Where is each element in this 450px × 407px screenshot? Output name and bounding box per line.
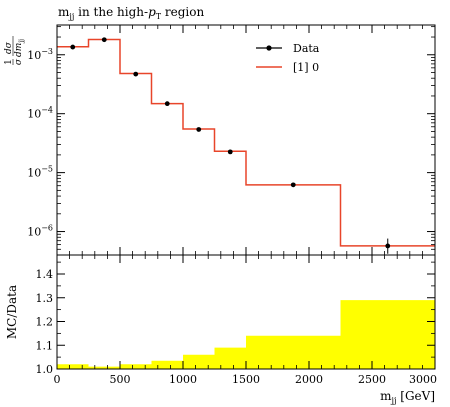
x-axis-label: mjj [GeV] xyxy=(380,389,435,405)
y-tick-label: 10−3 xyxy=(27,47,53,62)
chart-title: mjj in the high-pT region xyxy=(58,5,204,21)
ratio-y-tick-label: 1.4 xyxy=(36,268,54,281)
x-tick-label: 1500 xyxy=(232,373,260,386)
legend-entry-data: Data xyxy=(256,42,320,55)
model-step-line xyxy=(57,38,435,247)
main-ticks: 10−3 10−4 10−5 10−6 xyxy=(27,25,436,256)
main-series xyxy=(57,37,435,254)
ratio-ylabel: MC/Data xyxy=(5,285,19,339)
svg-text:[1] 0: [1] 0 xyxy=(293,61,319,74)
data-point xyxy=(101,37,107,43)
legend: Data [1] 0 xyxy=(256,42,320,74)
data-point xyxy=(164,101,170,107)
data-point xyxy=(133,71,139,77)
x-tick-label: 1000 xyxy=(169,373,197,386)
data-point xyxy=(227,149,233,155)
y-tick-label: 10−6 xyxy=(27,224,53,239)
svg-text:dmjj: dmjj xyxy=(14,39,25,57)
x-tick-label: 2000 xyxy=(295,373,323,386)
legend-entry-model: [1] 0 xyxy=(256,61,319,74)
x-tick-label: 500 xyxy=(110,373,131,386)
ratio-y-tick-label: 1.1 xyxy=(36,339,54,352)
data-point xyxy=(290,182,296,188)
x-tick-label: 0 xyxy=(54,373,61,386)
ratio-y-tick-label: 1.2 xyxy=(36,316,54,329)
ratio-plot-frame xyxy=(56,254,436,370)
svg-text:Data: Data xyxy=(293,42,320,55)
main-ylabel: 1 σ dσ dmjj xyxy=(4,36,25,65)
y-tick-label: 10−4 xyxy=(27,106,53,121)
svg-text:σ: σ xyxy=(14,58,24,65)
ratio-y-tick-label: 1.3 xyxy=(36,292,54,305)
main-plot-frame xyxy=(56,24,436,256)
ratio-uncertainty-band xyxy=(57,300,435,369)
data-point xyxy=(196,127,202,132)
svg-text:1: 1 xyxy=(4,59,14,65)
ratio-band xyxy=(57,300,435,369)
x-tick-label: 2500 xyxy=(358,373,386,386)
ratio-y-tick-label: 1.0 xyxy=(36,363,54,376)
y-tick-label: 10−5 xyxy=(27,165,53,180)
data-point xyxy=(70,44,76,50)
x-tick-label: 3000 xyxy=(409,373,437,386)
data-point xyxy=(385,243,391,249)
ratio-ticks: 1.0 1.1 1.2 1.3 1.4 0 500 1000 1500 2000 2500 3000 xyxy=(36,255,437,386)
svg-text:dσ: dσ xyxy=(4,41,14,54)
